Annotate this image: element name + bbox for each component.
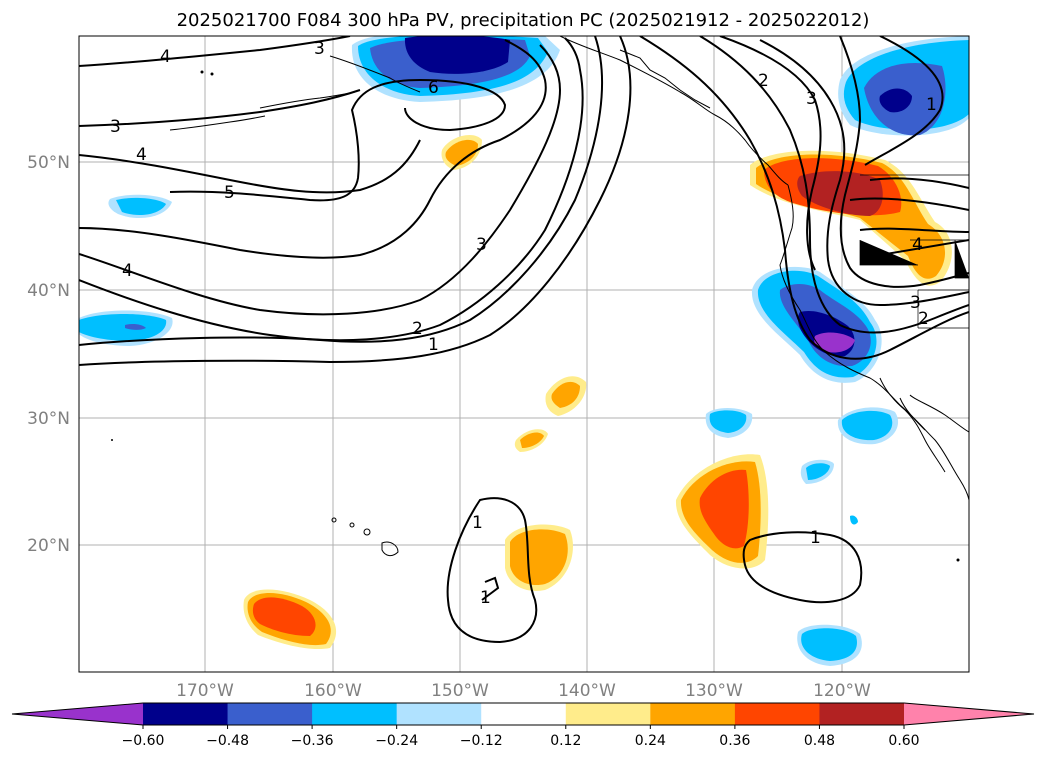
contour-label: 1 <box>926 95 937 115</box>
contour-label: 2 <box>412 319 423 339</box>
contour-label: 4 <box>122 261 133 281</box>
colorbar-tick-label: 0.48 <box>804 733 835 749</box>
lat-label: 20°N <box>27 536 70 556</box>
colorbar-tick-label: −0.12 <box>460 733 503 749</box>
colorbar-swatch <box>734 703 820 725</box>
contour-label: 4 <box>136 145 147 165</box>
colorbar-extend-low <box>12 703 143 725</box>
chart-title: 2025021700 F084 300 hPa PV, precipitatio… <box>177 10 870 31</box>
colorbar-tick-label: −0.48 <box>206 733 249 749</box>
colorbar-swatch <box>819 703 905 725</box>
contour-label: 6 <box>428 78 439 98</box>
colorbar-swatch <box>481 703 567 725</box>
colorbar-tick-label: −0.36 <box>291 733 334 749</box>
contour-label: 2 <box>758 71 769 91</box>
colorbar-tick-label: 0.36 <box>719 733 750 749</box>
contour-label: 2 <box>918 309 929 329</box>
contour-label: 3 <box>110 117 121 137</box>
colorbar-extend-high <box>904 703 1034 725</box>
colorbar-swatch <box>396 703 482 725</box>
colorbar-swatch <box>312 703 398 725</box>
colorbar-tick-label: 0.12 <box>550 733 581 749</box>
lon-label: 120°W <box>813 681 871 701</box>
longitude-labels: 170°W 160°W 150°W 140°W 130°W 120°W <box>176 681 871 701</box>
colorbar-swatch <box>143 703 229 725</box>
precip-negative-northeast <box>838 36 969 136</box>
contour-label: 1 <box>810 528 821 548</box>
contour-label: 3 <box>910 293 921 313</box>
lon-label: 140°W <box>558 681 616 701</box>
colorbar-tick-label: 0.60 <box>888 733 919 749</box>
lat-label: 50°N <box>27 153 70 173</box>
contour-label: 1 <box>428 335 439 355</box>
contour-label: 3 <box>476 235 487 255</box>
precip-negative-gulf-alaska <box>351 36 560 102</box>
colorbar-tick-label: 0.24 <box>635 733 666 749</box>
contour-label: 1 <box>472 513 483 533</box>
precip-shading <box>79 36 969 666</box>
latitude-labels: 50°N 40°N 30°N 20°N <box>27 153 70 556</box>
lon-label: 170°W <box>176 681 234 701</box>
contour-label: 3 <box>806 89 817 109</box>
precip-negative-spot <box>850 515 858 525</box>
map-frame <box>78 35 970 673</box>
colorbar-tick-label: −0.24 <box>375 733 418 749</box>
contour-label: 4 <box>912 235 923 255</box>
lat-label: 40°N <box>27 281 70 301</box>
colorbar-swatch <box>565 703 651 725</box>
lon-label: 130°W <box>685 681 743 701</box>
contour-label: 4 <box>160 47 171 67</box>
map-content: 4 3 6 3 4 5 4 3 2 1 2 3 1 4 3 2 1 1 1 <box>79 36 969 672</box>
contour-label: 3 <box>314 39 325 59</box>
map-panel: 4 3 6 3 4 5 4 3 2 1 2 3 1 4 3 2 1 1 1 <box>78 35 970 673</box>
lon-label: 160°W <box>304 681 362 701</box>
contour-labels: 4 3 6 3 4 5 4 3 2 1 2 3 1 4 3 2 1 1 1 <box>110 39 937 608</box>
pv-contours <box>79 36 969 644</box>
colorbar-swatch <box>650 703 736 725</box>
colorbar-swatch <box>227 703 313 725</box>
lon-label: 150°W <box>431 681 489 701</box>
colorbar-tick-label: −0.60 <box>122 733 165 749</box>
lat-label: 30°N <box>27 409 70 429</box>
contour-label: 5 <box>224 183 235 203</box>
colorbar: −0.60 −0.48 −0.36 −0.24 −0.12 0.12 0.24 0.36 0.4… <box>11 702 1035 749</box>
contour-label: 1 <box>480 588 491 608</box>
